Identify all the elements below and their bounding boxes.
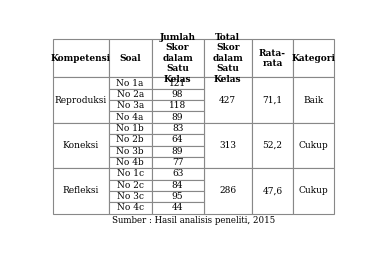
Text: No 3c: No 3c [117,192,144,201]
Text: 71,1: 71,1 [262,96,283,105]
Bar [108,89,152,100]
Text: 95: 95 [172,192,183,201]
Text: Refleksi: Refleksi [63,186,99,195]
Bar [152,111,204,123]
Text: No 4c: No 4c [116,203,144,212]
Text: 427: 427 [219,96,236,105]
Bar [204,77,252,123]
Bar [293,123,334,168]
Text: 47,6: 47,6 [262,186,283,195]
Bar [108,168,152,179]
Text: Kategori: Kategori [292,54,336,63]
Bar [108,123,152,134]
Bar [108,179,152,191]
Bar [204,39,252,77]
Text: No 1b: No 1b [116,124,144,133]
Text: 89: 89 [172,147,183,156]
Bar [108,39,152,77]
Text: No 1c: No 1c [116,169,144,178]
Text: No 4a: No 4a [116,113,144,122]
Bar [53,39,108,77]
Bar [108,146,152,157]
Bar [293,168,334,214]
Bar [53,77,108,123]
Bar [152,100,204,111]
Text: No 3b: No 3b [116,147,144,156]
Bar [53,168,108,214]
Text: No 4b: No 4b [116,158,144,167]
Bar [108,134,152,146]
Bar [252,123,293,168]
Text: Rata-
rata: Rata- rata [259,48,286,68]
Text: Cukup: Cukup [299,141,328,150]
Bar [152,39,204,77]
Bar [152,123,204,134]
Text: 83: 83 [172,124,183,133]
Text: 52,2: 52,2 [263,141,282,150]
Text: 98: 98 [172,90,183,99]
Bar [204,168,252,214]
Text: No 2a: No 2a [116,90,144,99]
Bar [152,146,204,157]
Bar [108,157,152,168]
Bar [293,77,334,123]
Bar [293,39,334,77]
Bar [108,100,152,111]
Text: 64: 64 [172,135,183,144]
Bar [108,77,152,89]
Text: 63: 63 [172,169,183,178]
Bar [53,123,108,168]
Text: 118: 118 [169,101,186,110]
Bar [108,191,152,202]
Text: Reproduksi: Reproduksi [55,96,107,105]
Text: 313: 313 [219,141,236,150]
Bar [152,134,204,146]
Text: No 2b: No 2b [116,135,144,144]
Text: 44: 44 [172,203,183,212]
Text: Soal: Soal [119,54,141,63]
Bar [152,168,204,179]
Text: No 1a: No 1a [116,79,144,88]
Bar [108,111,152,123]
Bar [252,39,293,77]
Text: Cukup: Cukup [299,186,328,195]
Text: 77: 77 [172,158,183,167]
Text: 121: 121 [169,79,186,88]
Text: 89: 89 [172,113,183,122]
Text: Jumlah
Skor
dalam
Satu
Kelas: Jumlah Skor dalam Satu Kelas [160,33,195,84]
Bar [152,89,204,100]
Text: 286: 286 [219,186,236,195]
Bar [204,123,252,168]
Bar [152,202,204,214]
Text: Kompetensi: Kompetensi [51,54,111,63]
Bar [108,202,152,214]
Bar [252,168,293,214]
Text: Sumber : Hasil analisis peneliti, 2015: Sumber : Hasil analisis peneliti, 2015 [112,215,275,225]
Bar [152,179,204,191]
Text: Total
Skor
dalam
Satu
Kelas: Total Skor dalam Satu Kelas [212,33,243,84]
Text: No 2c: No 2c [117,181,144,190]
Text: Baik: Baik [304,96,324,105]
Text: 84: 84 [172,181,183,190]
Bar [252,77,293,123]
Bar [152,157,204,168]
Bar [152,77,204,89]
Text: Koneksi: Koneksi [63,141,99,150]
Text: No 3a: No 3a [116,101,144,110]
Bar [152,191,204,202]
